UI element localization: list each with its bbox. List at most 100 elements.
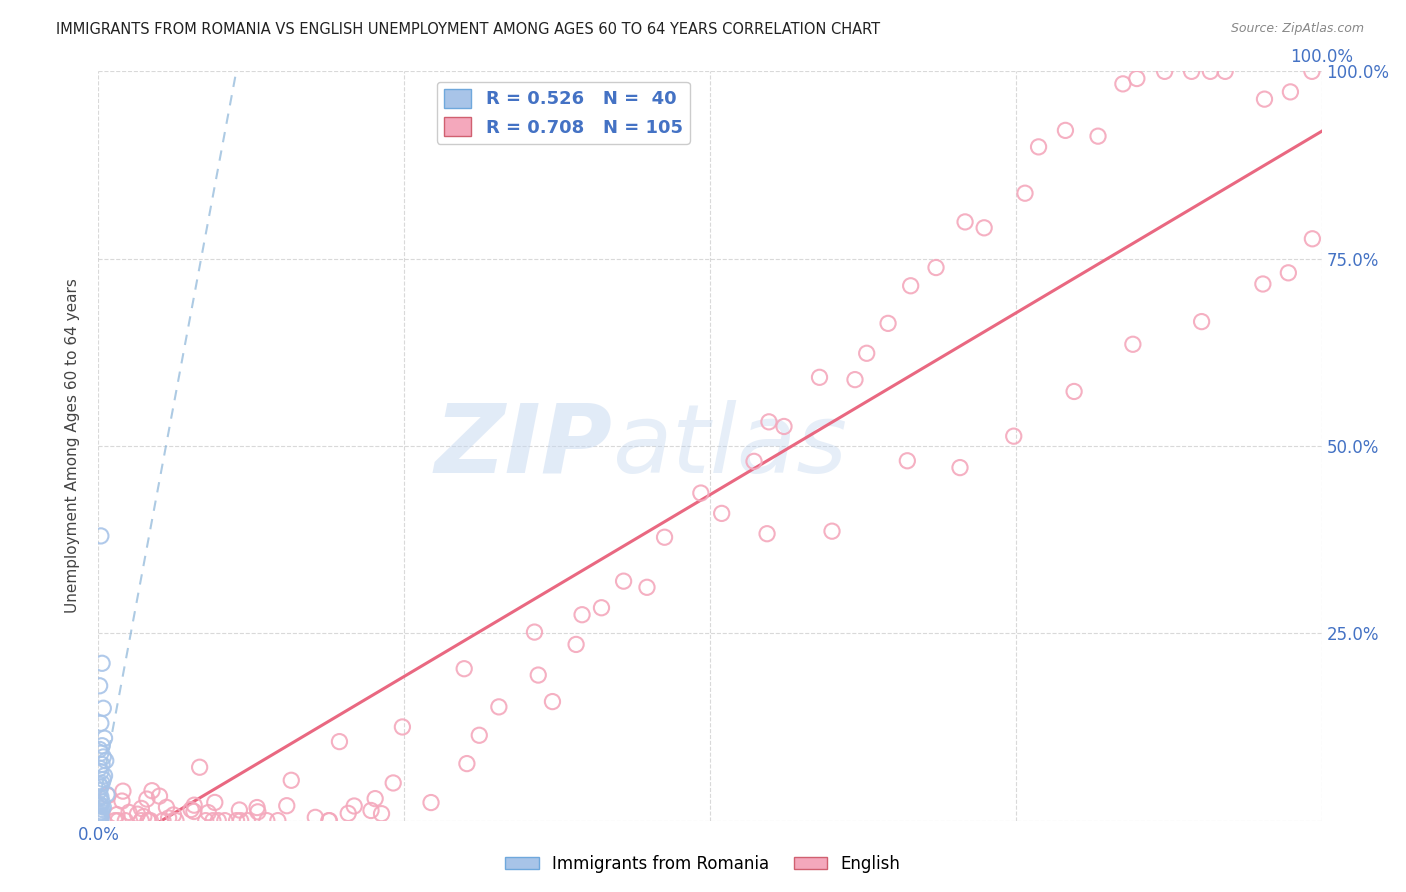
Point [90, 805, 112, 819]
Point [129, 814, 152, 828]
Point [1054, 123, 1077, 137]
Point [107, 814, 129, 828]
Point [90, 798, 112, 813]
Point [91, 701, 114, 715]
Point [139, 814, 162, 828]
Point [1191, 315, 1213, 329]
Point [90, 809, 112, 823]
Point [93, 769, 115, 783]
Point [188, 760, 211, 774]
Point [1112, 77, 1135, 91]
Point [523, 625, 546, 640]
Point [1301, 232, 1323, 246]
Point [165, 814, 187, 828]
Point [304, 810, 326, 824]
Point [1002, 429, 1025, 443]
Point [1122, 337, 1144, 351]
Point [89, 679, 111, 693]
Point [896, 454, 918, 468]
Point [541, 695, 564, 709]
Point [89, 807, 111, 822]
Point [1251, 277, 1274, 291]
Point [1014, 186, 1036, 201]
Point [456, 756, 478, 771]
Point [89, 791, 111, 805]
Point [821, 524, 844, 538]
Point [1277, 266, 1299, 280]
Point [162, 808, 184, 822]
Point [1063, 384, 1085, 399]
Point [246, 800, 269, 814]
Point [229, 814, 252, 828]
Point [1153, 64, 1175, 78]
Point [742, 454, 765, 468]
Point [758, 415, 780, 429]
Point [689, 486, 711, 500]
Point [949, 460, 972, 475]
Point [91, 657, 114, 671]
Point [194, 814, 217, 828]
Point [370, 806, 392, 821]
Point [89, 806, 111, 821]
Point [105, 807, 128, 822]
Point [204, 796, 226, 810]
Point [91, 776, 114, 790]
Point [877, 317, 900, 331]
Point [90, 789, 112, 804]
Point [89, 811, 111, 825]
Point [152, 814, 174, 828]
Point [90, 746, 112, 760]
Point [756, 526, 779, 541]
Point [180, 803, 202, 817]
Point [953, 215, 976, 229]
Y-axis label: Unemployment Among Ages 60 to 64 years: Unemployment Among Ages 60 to 64 years [65, 278, 80, 614]
Point [900, 278, 922, 293]
Point [148, 789, 170, 804]
Point [453, 662, 475, 676]
Point [114, 814, 136, 828]
Point [89, 778, 111, 792]
Point [591, 600, 613, 615]
Point [90, 716, 112, 731]
Point [90, 529, 112, 543]
Point [527, 668, 550, 682]
Point [267, 814, 290, 828]
Point [613, 574, 636, 589]
Point [135, 792, 157, 806]
Point [89, 742, 111, 756]
Point [1253, 92, 1275, 106]
Point [90, 811, 112, 825]
Point [91, 772, 114, 787]
Point [1213, 64, 1236, 78]
Point [488, 699, 510, 714]
Point [91, 795, 114, 809]
Point [391, 720, 413, 734]
Point [1028, 140, 1050, 154]
Point [127, 807, 149, 822]
Point [844, 373, 866, 387]
Point [343, 799, 366, 814]
Point [89, 810, 111, 824]
Point [973, 220, 995, 235]
Text: Source: ZipAtlas.com: Source: ZipAtlas.com [1230, 22, 1364, 36]
Point [132, 809, 155, 823]
Point [855, 346, 877, 360]
Point [97, 789, 120, 803]
Legend: R = 0.526   N =  40, R = 0.708   N = 105: R = 0.526 N = 40, R = 0.708 N = 105 [437, 82, 690, 144]
Point [96, 788, 118, 802]
Point [654, 530, 676, 544]
Point [328, 734, 350, 748]
Point [1126, 71, 1149, 86]
Point [89, 814, 111, 828]
Point [636, 580, 658, 594]
Point [236, 814, 259, 828]
Text: IMMIGRANTS FROM ROMANIA VS ENGLISH UNEMPLOYMENT AMONG AGES 60 TO 64 YEARS CORREL: IMMIGRANTS FROM ROMANIA VS ENGLISH UNEMP… [56, 22, 880, 37]
Point [364, 791, 387, 805]
Point [565, 637, 588, 651]
Point [1279, 85, 1302, 99]
Point [382, 776, 405, 790]
Text: ZIP: ZIP [434, 400, 612, 492]
Point [214, 814, 236, 828]
Point [90, 764, 112, 779]
Point [141, 783, 163, 797]
